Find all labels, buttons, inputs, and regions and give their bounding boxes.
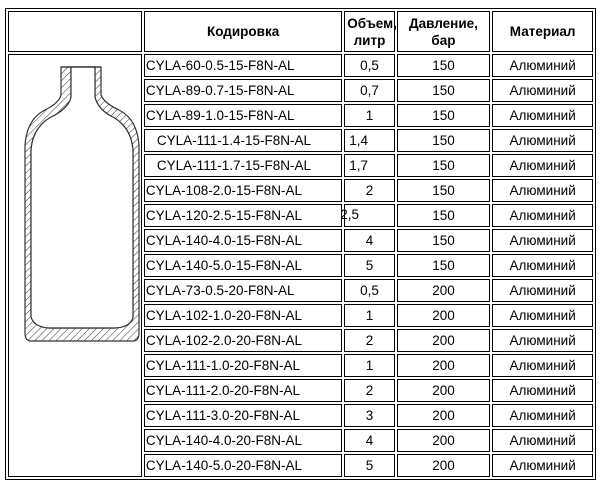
code-cell: CYLA-111-3.0-20-F8N-AL — [143, 404, 343, 427]
code-cell: CYLA-120-2.5-15-F8N-AL — [143, 204, 343, 227]
pressure-cell: 150 — [396, 54, 491, 77]
table-row: CYLA-140-5.0-15-F8N-AL 5 150 Алюминий — [8, 254, 593, 277]
table-row: CYLA-108-2.0-15-F8N-AL 2 150 Алюминий — [8, 179, 593, 202]
volume-cell: 1 — [344, 304, 395, 327]
pressure-cell: 200 — [396, 304, 491, 327]
volume-cell: 5 — [344, 254, 395, 277]
volume-cell: 0,5 — [344, 279, 395, 302]
material-cell: Алюминий — [492, 104, 593, 127]
volume-cell: 1 — [344, 354, 395, 377]
code-cell: CYLA-140-5.0-15-F8N-AL — [143, 254, 343, 277]
table-row: CYLA-140-4.0-20-F8N-AL 4 200 Алюминий — [8, 429, 593, 452]
table-row: CYLA-120-2.5-15-F8N-AL 2,5 150 Алюминий — [8, 204, 593, 227]
volume-cell: 2 — [344, 329, 395, 352]
table-row: CYLA-111-1.4-15-F8N-AL 1,4 150 Алюминий — [8, 129, 593, 152]
material-cell: Алюминий — [492, 179, 593, 202]
volume-cell: 1,4 — [344, 129, 395, 152]
code-cell: CYLA-73-0.5-20-F8N-AL — [143, 279, 343, 302]
pressure-cell: 150 — [396, 129, 491, 152]
volume-cell: 0,5 — [344, 54, 395, 77]
pressure-cell: 150 — [396, 229, 491, 252]
header-material: Материал — [492, 11, 593, 52]
table-row: CYLA-140-4.0-15-F8N-AL 4 150 Алюминий — [8, 229, 593, 252]
pressure-cell: 200 — [396, 429, 491, 452]
table-row: CYLA-111-1.7-15-F8N-AL 1,7 150 Алюминий — [8, 154, 593, 177]
header-row: Кодировка Объем, литр Давление, бар Мате… — [8, 11, 593, 52]
volume-cell: 2 — [344, 179, 395, 202]
code-cell: CYLA-111-1.7-15-F8N-AL — [143, 154, 343, 177]
pressure-cell: 200 — [396, 354, 491, 377]
pressure-cell: 150 — [396, 254, 491, 277]
volume-cell: 3 — [344, 404, 395, 427]
volume-cell: 2 — [344, 379, 395, 402]
table-row: CYLA-111-2.0-20-F8N-AL 2 200 Алюминий — [8, 379, 593, 402]
code-cell: CYLA-89-1.0-15-F8N-AL — [143, 104, 343, 127]
material-cell: Алюминий — [492, 129, 593, 152]
volume-cell: 0,7 — [344, 79, 395, 102]
table-row: CYLA-60-0.5-15-F8N-AL 0,5 150 Алюминий — [8, 54, 593, 477]
material-cell: Алюминий — [492, 229, 593, 252]
pressure-cell: 200 — [396, 329, 491, 352]
table-row: CYLA-89-1.0-15-F8N-AL 1 150 Алюминий — [8, 104, 593, 127]
table-row: CYLA-111-1.0-20-F8N-AL 1 200 Алюминий — [8, 354, 593, 377]
pressure-cell: 200 — [396, 404, 491, 427]
code-cell: CYLA-89-0.7-15-F8N-AL — [143, 79, 343, 102]
material-cell: Алюминий — [492, 254, 593, 277]
material-cell: Алюминий — [492, 204, 593, 227]
volume-cell: 1,7 — [344, 154, 395, 177]
table-row: CYLA-89-0.7-15-F8N-AL 0,7 150 Алюминий — [8, 79, 593, 102]
code-cell: CYLA-102-1.0-20-F8N-AL — [143, 304, 343, 327]
volume-value: 2,5 — [340, 207, 360, 222]
code-cell: CYLA-102-2.0-20-F8N-AL — [143, 329, 343, 352]
material-cell: Алюминий — [492, 379, 593, 402]
pressure-cell: 150 — [396, 154, 491, 177]
table-row: CYLA-102-1.0-20-F8N-AL 1 200 Алюминий — [8, 304, 593, 327]
cylinder-spec-table: Кодировка Объем, литр Давление, бар Мате… — [5, 8, 596, 480]
code-cell: CYLA-111-2.0-20-F8N-AL — [143, 379, 343, 402]
code-cell: CYLA-111-1.4-15-F8N-AL — [143, 129, 343, 152]
code-cell: CYLA-140-4.0-20-F8N-AL — [143, 429, 343, 452]
cylinder-cross-section-icon — [24, 66, 140, 342]
volume-cell: 4 — [344, 429, 395, 452]
material-cell: Алюминий — [492, 429, 593, 452]
code-cell: CYLA-140-4.0-15-F8N-AL — [143, 229, 343, 252]
code-cell: CYLA-108-2.0-15-F8N-AL — [143, 179, 343, 202]
code-cell: CYLA-111-1.0-20-F8N-AL — [143, 354, 343, 377]
material-cell: Алюминий — [492, 54, 593, 77]
pressure-cell: 150 — [396, 79, 491, 102]
volume-cell: 2,5 — [340, 204, 395, 227]
table-row: CYLA-111-3.0-20-F8N-AL 3 200 Алюминий — [8, 404, 593, 427]
volume-cell: 4 — [344, 229, 395, 252]
header-code: Кодировка — [143, 11, 343, 52]
pressure-cell: 150 — [396, 179, 491, 202]
pressure-cell: 150 — [396, 204, 491, 227]
material-cell: Алюминий — [492, 354, 593, 377]
material-cell: Алюминий — [492, 404, 593, 427]
code-cell: CYLA-60-0.5-15-F8N-AL — [143, 54, 343, 77]
material-cell: Алюминий — [492, 279, 593, 302]
table-row: CYLA-73-0.5-20-F8N-AL 0,5 200 Алюминий — [8, 279, 593, 302]
volume-cell: 1 — [344, 104, 395, 127]
pressure-cell: 200 — [396, 279, 491, 302]
pressure-cell: 200 — [396, 379, 491, 402]
header-blank — [8, 11, 142, 52]
header-volume: Объем, литр — [344, 11, 397, 52]
header-pressure: Давление, бар — [396, 11, 491, 52]
material-cell: Алюминий — [492, 329, 593, 352]
pressure-cell: 150 — [396, 104, 491, 127]
table-row: CYLA-102-2.0-20-F8N-AL 2 200 Алюминий — [8, 329, 593, 352]
material-cell: Алюминий — [492, 304, 593, 327]
material-cell: Алюминий — [492, 154, 593, 177]
cylinder-drawing-cell — [8, 54, 142, 477]
material-cell: Алюминий — [492, 79, 593, 102]
